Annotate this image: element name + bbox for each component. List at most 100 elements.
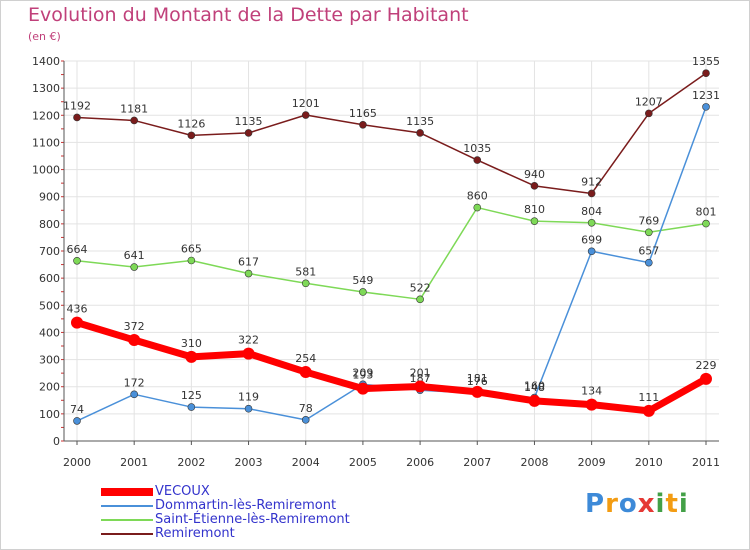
chart-legend: VECOUX Dommartin-lès-Remiremont Saint-Étie… xyxy=(101,485,350,541)
logo-letter: i xyxy=(655,489,666,519)
data-label: 1035 xyxy=(463,142,491,155)
legend-item: VECOUX xyxy=(101,485,350,499)
x-tick-label: 2001 xyxy=(120,456,148,469)
data-point xyxy=(530,182,539,190)
data-label: 769 xyxy=(638,214,659,227)
x-tick-label: 2006 xyxy=(406,456,434,469)
legend-label: Remiremont xyxy=(155,526,235,541)
data-label: 322 xyxy=(238,334,259,347)
data-point xyxy=(242,347,255,360)
data-label: 125 xyxy=(181,389,202,402)
data-point xyxy=(702,219,710,228)
data-label: 201 xyxy=(410,366,431,379)
data-label: 664 xyxy=(67,243,88,256)
data-point xyxy=(416,129,424,137)
data-point xyxy=(530,217,539,225)
data-label: 1181 xyxy=(120,102,148,115)
data-label: 134 xyxy=(581,385,602,398)
logo-letter: P xyxy=(585,489,606,519)
x-tick-label: 2002 xyxy=(177,456,205,469)
data-point xyxy=(187,256,196,265)
y-tick-label: 100 xyxy=(39,408,60,421)
data-point xyxy=(414,380,427,393)
y-tick-label: 1000 xyxy=(32,164,60,177)
data-label: 181 xyxy=(467,372,488,385)
data-label: 699 xyxy=(581,233,602,246)
data-point xyxy=(301,111,310,119)
x-tick-label: 2009 xyxy=(578,456,606,469)
data-label: 111 xyxy=(638,391,659,404)
data-point xyxy=(71,316,83,329)
data-point xyxy=(645,258,653,267)
data-label: 549 xyxy=(352,274,373,287)
data-point xyxy=(645,109,653,118)
series-line-2 xyxy=(76,206,707,301)
data-point xyxy=(359,120,367,129)
y-tick-label: 500 xyxy=(39,299,60,312)
x-tick-label: 2011 xyxy=(692,456,720,469)
legend-swatch xyxy=(101,519,153,521)
x-tick-label: 2007 xyxy=(463,456,491,469)
data-label: 1135 xyxy=(235,115,263,128)
x-tick-label: 2003 xyxy=(235,456,263,469)
proxiti-logo: Proxiti xyxy=(585,489,689,519)
y-tick-label: 1300 xyxy=(32,82,60,95)
logo-letter: t xyxy=(665,489,679,519)
y-tick-label: 700 xyxy=(39,245,60,258)
data-point xyxy=(587,218,596,227)
data-label: 310 xyxy=(181,337,202,350)
data-point xyxy=(130,263,138,271)
y-tick-label: 1100 xyxy=(32,136,60,149)
legend-label: Dommartin-lès-Remiremont xyxy=(155,498,337,513)
data-label: 172 xyxy=(124,376,145,389)
data-label: 436 xyxy=(67,303,88,316)
data-label: 160 xyxy=(524,380,545,393)
data-label: 665 xyxy=(181,243,202,256)
y-tick-label: 1200 xyxy=(32,109,60,122)
data-label: 74 xyxy=(70,403,84,416)
data-point xyxy=(700,372,712,385)
data-label: 254 xyxy=(295,352,316,365)
data-label: 372 xyxy=(124,320,145,333)
data-point xyxy=(356,382,369,395)
chart-subtitle: (en €) xyxy=(28,30,61,43)
y-tick-label: 300 xyxy=(39,354,60,367)
data-label: 810 xyxy=(524,203,545,216)
legend-swatch xyxy=(101,488,153,496)
y-tick-label: 1400 xyxy=(32,55,60,68)
data-label: 1192 xyxy=(63,99,91,112)
data-label: 148 xyxy=(524,381,545,394)
y-tick-label: 200 xyxy=(39,381,60,394)
data-label: 176 xyxy=(467,375,488,388)
data-label: 1165 xyxy=(349,107,377,120)
legend-item: Remiremont xyxy=(101,527,350,541)
data-point xyxy=(128,334,141,347)
series-line-0 xyxy=(75,319,708,415)
data-label: 1135 xyxy=(406,115,434,128)
legend-swatch xyxy=(101,505,153,507)
data-point xyxy=(73,113,81,122)
series-line-3 xyxy=(76,72,707,195)
data-point xyxy=(185,350,198,363)
data-label: 119 xyxy=(238,391,259,404)
data-point xyxy=(130,116,138,125)
y-tick-label: 600 xyxy=(39,272,60,285)
data-point xyxy=(187,403,196,411)
data-label: 187 xyxy=(410,372,431,385)
legend-item: Dommartin-lès-Remiremont xyxy=(101,499,350,513)
data-label: 522 xyxy=(410,281,431,294)
data-label: 78 xyxy=(299,402,313,415)
data-label: 912 xyxy=(581,175,602,188)
data-label: 209 xyxy=(352,366,373,379)
data-label: 581 xyxy=(295,265,316,278)
data-point xyxy=(244,129,253,137)
data-point xyxy=(244,269,253,278)
y-tick-label: 400 xyxy=(39,326,60,339)
data-label: 1355 xyxy=(692,55,720,68)
data-label: 1201 xyxy=(292,97,320,110)
x-tick-label: 2004 xyxy=(292,456,320,469)
data-label: 193 xyxy=(352,369,373,382)
data-label: 801 xyxy=(696,206,717,219)
logo-letter: o xyxy=(618,489,638,519)
x-tick-label: 2010 xyxy=(635,456,663,469)
